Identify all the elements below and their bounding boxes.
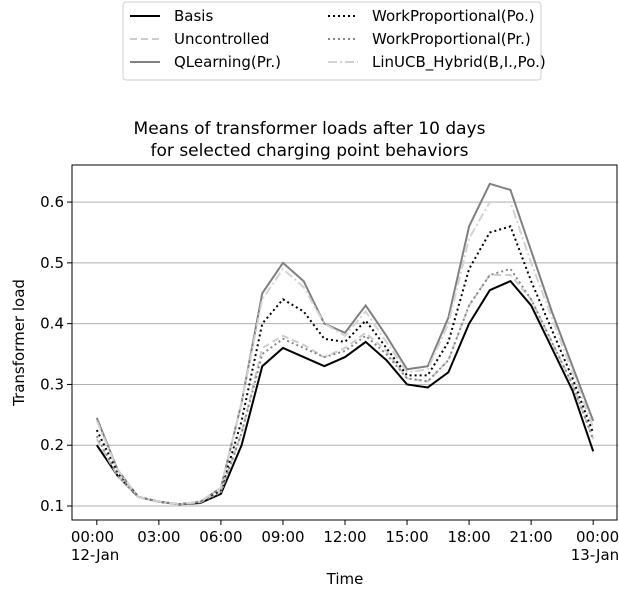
series-line: [95, 279, 595, 506]
y-tick-label: 0.5: [40, 254, 64, 272]
y-tick-label: 0.6: [40, 193, 64, 211]
series-line: [95, 267, 595, 506]
x-tick-label: 12:00: [323, 528, 367, 546]
x-tick-label: 00:00 12-Jan: [70, 528, 120, 564]
x-tick-label: 00:00 13-Jan: [570, 528, 619, 564]
series-line: [95, 225, 595, 506]
chart-title: Means of transformer loads after 10 days…: [133, 119, 486, 161]
series-line: [95, 182, 595, 506]
series-line: [95, 201, 595, 506]
legend-label: Uncontrolled: [174, 30, 269, 48]
plot-frame: [71, 164, 618, 521]
x-axis-label: Time: [326, 570, 364, 588]
legend-label: WorkProportional(Po.): [372, 7, 535, 25]
y-tick-label: 0.1: [40, 497, 64, 515]
legend-label: Basis: [174, 7, 213, 25]
legend-box: [122, 1, 542, 81]
x-tick-label: 06:00: [199, 528, 243, 546]
y-tick-label: 0.4: [40, 315, 64, 333]
x-tick-label: 15:00: [385, 528, 429, 546]
y-tick-label: 0.2: [40, 436, 64, 454]
legend-label: WorkProportional(Pr.): [372, 30, 531, 48]
y-axis-label: Transformer load: [10, 279, 28, 407]
legend-label: LinUCB_Hybrid(B,I.,Po.): [372, 53, 546, 72]
x-tick-label: 21:00: [509, 528, 553, 546]
legend-label: QLearning(Pr.): [174, 53, 281, 71]
x-tick-label: 18:00: [447, 528, 491, 546]
series-line: [95, 274, 595, 506]
x-tick-label: 09:00: [261, 528, 305, 546]
x-tick-label: 03:00: [137, 528, 181, 546]
y-tick-label: 0.3: [40, 375, 64, 393]
